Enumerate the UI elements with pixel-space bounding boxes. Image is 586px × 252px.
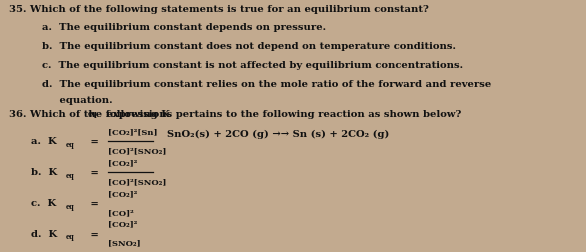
Text: a.  K: a. K <box>31 137 57 146</box>
Text: eq: eq <box>66 141 74 148</box>
Text: equation.: equation. <box>42 95 113 104</box>
Text: [SNO₂]: [SNO₂] <box>108 239 141 247</box>
Text: [CO]²[SNO₂]: [CO]²[SNO₂] <box>108 147 166 155</box>
Text: =: = <box>87 137 98 146</box>
Text: [CO₂]²[Sn]: [CO₂]²[Sn] <box>108 128 158 136</box>
Text: =: = <box>87 229 98 238</box>
Text: [CO₂]²: [CO₂]² <box>108 189 137 197</box>
Text: d.  The equilibrium constant relies on the mole ratio of the forward and reverse: d. The equilibrium constant relies on th… <box>42 80 492 89</box>
Text: eq: eq <box>66 202 74 210</box>
Text: [CO]²[SNO₂]: [CO]²[SNO₂] <box>108 177 166 185</box>
Text: eq: eq <box>66 171 74 179</box>
Text: b.  The equilibrium constant does not depend on temperature conditions.: b. The equilibrium constant does not dep… <box>42 42 456 51</box>
Text: eq: eq <box>88 110 98 118</box>
Text: SnO₂(s) + 2CO (g) →→ Sn (s) + 2CO₂ (g): SnO₂(s) + 2CO (g) →→ Sn (s) + 2CO₂ (g) <box>167 130 390 139</box>
Text: =: = <box>87 168 98 176</box>
Text: c.  K: c. K <box>31 198 56 207</box>
Text: [CO₂]²: [CO₂]² <box>108 159 137 167</box>
Text: [CO₂]²: [CO₂]² <box>108 220 137 228</box>
Text: b.  K: b. K <box>31 168 57 176</box>
Text: d.  K: d. K <box>31 229 57 238</box>
Text: =: = <box>87 198 98 207</box>
Text: 35. Which of the following statements is true for an equilibrium constant?: 35. Which of the following statements is… <box>9 5 429 14</box>
Text: expressions pertains to the following reaction as shown below?: expressions pertains to the following re… <box>104 110 462 119</box>
Text: eq: eq <box>66 233 74 240</box>
Text: a.  The equilibrium constant depends on pressure.: a. The equilibrium constant depends on p… <box>42 23 326 32</box>
Text: [CO]²: [CO]² <box>108 208 134 216</box>
Text: 36. Which of the following K: 36. Which of the following K <box>9 110 170 119</box>
Text: c.  The equilibrium constant is not affected by equilibrium concentrations.: c. The equilibrium constant is not affec… <box>42 61 464 70</box>
